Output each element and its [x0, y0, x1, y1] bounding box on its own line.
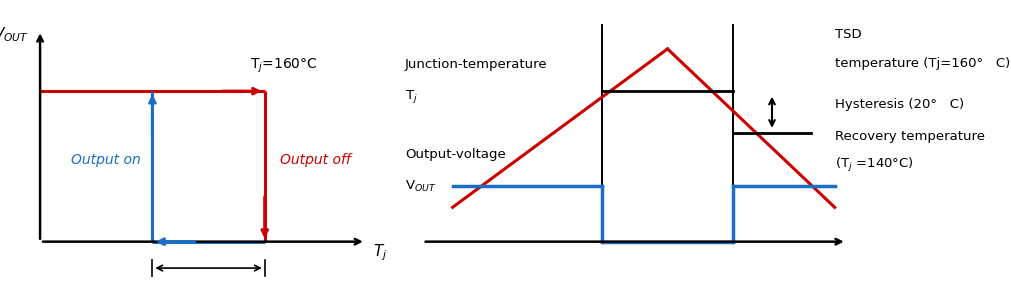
Text: Output on: Output on	[72, 153, 142, 167]
Text: Hysteresis (20°   C): Hysteresis (20° C)	[834, 98, 962, 111]
Text: Junction-temperature: Junction-temperature	[404, 58, 547, 71]
Text: temperature (Tj=160°   C): temperature (Tj=160° C)	[834, 57, 1009, 70]
Text: T$_j$=160°C: T$_j$=160°C	[250, 57, 317, 75]
Text: T$_j$: T$_j$	[404, 88, 418, 105]
Text: $V_{OUT}$: $V_{OUT}$	[0, 25, 29, 44]
Text: Output-voltage: Output-voltage	[404, 148, 506, 161]
Text: $T_j$: $T_j$	[373, 242, 387, 263]
Text: Output off: Output off	[279, 153, 350, 167]
Text: Recovery temperature: Recovery temperature	[834, 129, 984, 143]
Text: V$_{OUT}$: V$_{OUT}$	[404, 179, 436, 194]
Text: TSD: TSD	[834, 28, 860, 41]
Text: (T$_j$ =140°C): (T$_j$ =140°C)	[834, 156, 913, 174]
